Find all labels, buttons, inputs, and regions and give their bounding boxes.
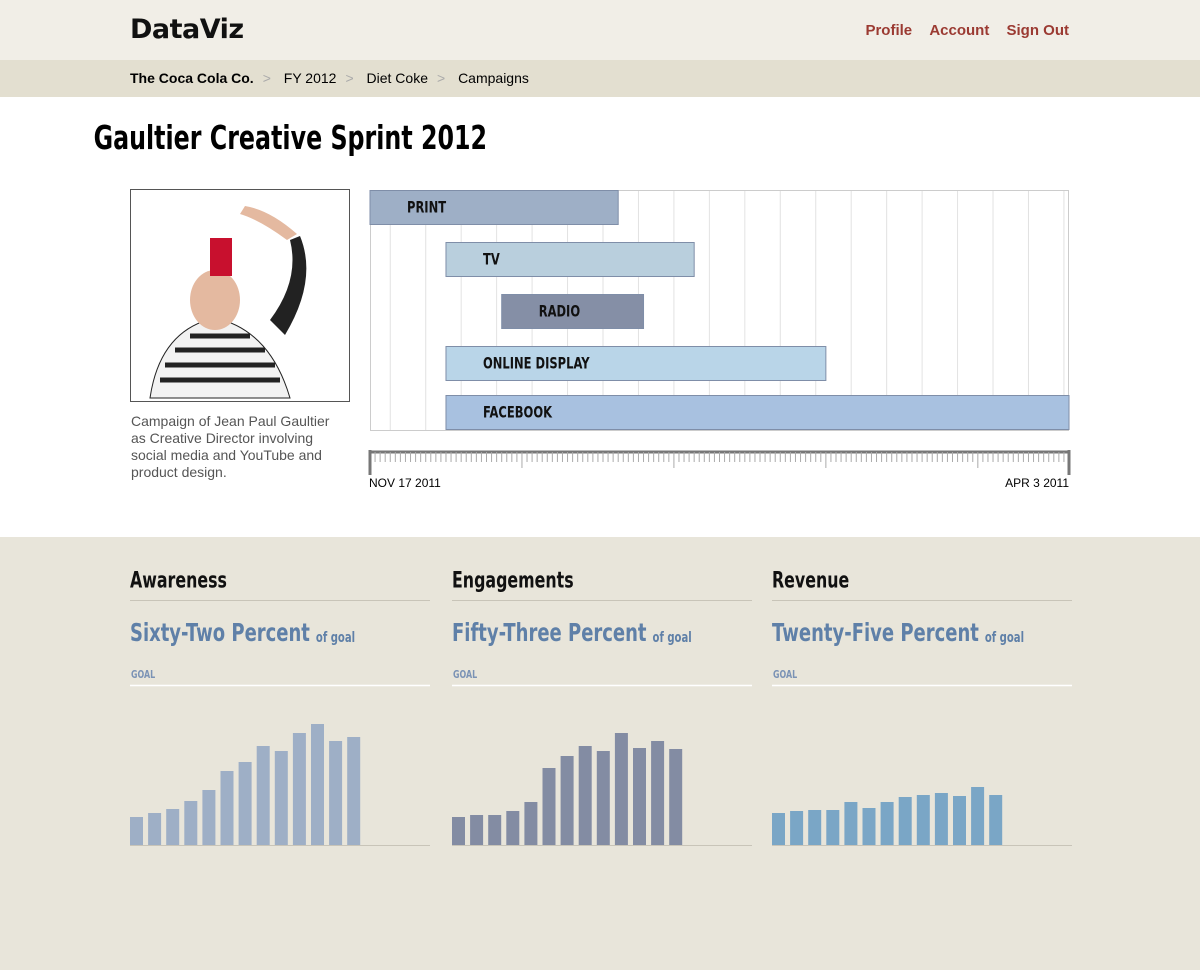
bar (148, 813, 162, 845)
gantt-label: TV (483, 251, 500, 269)
gantt-frame (370, 190, 1069, 431)
logo[interactable]: DataViz (130, 14, 244, 45)
headline-suffix: of goal (985, 629, 1024, 645)
bar (862, 808, 876, 845)
bar (880, 802, 894, 845)
bar (311, 724, 324, 845)
gantt-label: ONLINE DISPLAY (483, 355, 590, 373)
bar (596, 751, 610, 845)
bar (633, 748, 646, 845)
gantt-label: PRINT (407, 199, 446, 217)
bar (506, 811, 520, 845)
crumb[interactable]: Campaigns (458, 70, 529, 86)
bar (614, 733, 628, 845)
bar (347, 737, 361, 845)
goal-label: GOAL (773, 669, 797, 682)
goal-label: GOAL (131, 669, 155, 682)
bar (560, 756, 574, 845)
gantt-bar (445, 346, 827, 381)
bar (971, 787, 985, 845)
goal-label: GOAL (453, 669, 477, 682)
bar (651, 741, 665, 845)
panel-headline: Twenty-Five Percent (772, 619, 979, 648)
bar (790, 811, 804, 845)
photo-caption: Campaign of Jean Paul Gaultier as Creati… (131, 413, 330, 480)
x-tick-label: NOV 17 2011 (369, 476, 441, 490)
nav-link[interactable]: Account (929, 22, 990, 39)
bar (844, 802, 858, 845)
gantt-bar (501, 294, 645, 329)
gantt-bar (369, 190, 619, 225)
headline-suffix: of goal (653, 629, 692, 645)
crumb[interactable]: The Coca Cola Co. (130, 70, 254, 86)
photo (149, 206, 307, 399)
bar (808, 810, 822, 845)
bar (184, 801, 198, 845)
gantt-label: FACEBOOK (483, 404, 553, 422)
headline-suffix: of goal (316, 629, 355, 645)
bar (934, 793, 948, 845)
crumb[interactable]: FY 2012 (283, 70, 337, 86)
bar (578, 746, 592, 845)
bar (989, 795, 1003, 845)
bar (452, 817, 465, 845)
bar (488, 815, 502, 845)
gantt-bar (445, 242, 695, 277)
nav-link[interactable]: Sign Out (1006, 22, 1070, 39)
panel-title: Engagements (452, 567, 574, 593)
breadcrumb-bar: The Coca Cola Co. > FY 2012 > Diet Coke > C… (0, 60, 1200, 97)
bar (916, 795, 930, 845)
x-tick-label: APR 3 2011 (1005, 476, 1069, 490)
panel-title: Awareness (130, 567, 227, 593)
bar (220, 771, 234, 845)
bar (772, 813, 785, 845)
bar (470, 815, 484, 845)
bar (826, 810, 840, 845)
nav-link[interactable]: Profile (865, 22, 913, 39)
panel-headline: Sixty-Two Percent (130, 619, 310, 648)
bar (898, 797, 912, 845)
bar (524, 802, 538, 845)
bar (256, 746, 270, 845)
bar (669, 749, 683, 845)
bar (953, 796, 966, 845)
nav: Profile Account Sign Out (852, 22, 1069, 39)
top-bar: DataViz Profile Account Sign Out (0, 0, 1200, 60)
bar (274, 751, 288, 845)
bar (238, 762, 252, 845)
gantt-bar (445, 395, 1070, 430)
bar (292, 733, 306, 845)
bar (130, 817, 143, 845)
crumb[interactable]: Diet Coke (366, 70, 428, 86)
bar (202, 790, 216, 845)
panel-title: Revenue (772, 567, 849, 593)
bar (329, 741, 343, 845)
bar (166, 809, 180, 845)
panel-headline: Fifty-Three Percent (452, 619, 647, 648)
page-title: Gaultier Creative Sprint 2012 (94, 118, 487, 157)
bar (542, 768, 556, 845)
gantt-label: RADIO (539, 303, 581, 321)
